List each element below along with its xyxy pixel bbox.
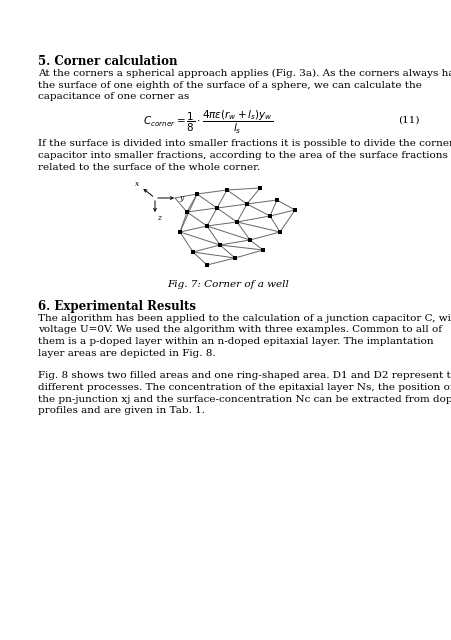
Text: different processes. The concentration of the epitaxial layer Ns, the position o: different processes. The concentration o…: [38, 383, 451, 392]
Text: Fig. 8 shows two filled areas and one ring-shaped area. D1 and D2 represent two: Fig. 8 shows two filled areas and one ri…: [38, 371, 451, 381]
Text: Fig. 7: Corner of a well: Fig. 7: Corner of a well: [167, 280, 288, 289]
Text: them is a p-doped layer within an n-doped epitaxial layer. The implantation: them is a p-doped layer within an n-dope…: [38, 337, 433, 346]
Text: The algorithm has been applied to the calculation of a junction capacitor C, wit: The algorithm has been applied to the ca…: [38, 314, 451, 323]
Text: 5. Corner calculation: 5. Corner calculation: [38, 55, 177, 68]
Text: voltage U=0V. We used the algorithm with three examples. Common to all of: voltage U=0V. We used the algorithm with…: [38, 326, 441, 335]
Text: profiles and are given in Tab. 1.: profiles and are given in Tab. 1.: [38, 406, 205, 415]
Text: layer areas are depicted in Fig. 8.: layer areas are depicted in Fig. 8.: [38, 349, 215, 358]
Text: related to the surface of the whole corner.: related to the surface of the whole corn…: [38, 163, 260, 172]
Text: z: z: [156, 214, 161, 222]
Text: capacitor into smaller fractions, according to the area of the surface fractions: capacitor into smaller fractions, accord…: [38, 151, 447, 160]
Text: $C_{corner}=\dfrac{1}{8}\cdot\dfrac{4\pi\varepsilon(r_{w}+l_{s})y_{w}}{l_{s}}$: $C_{corner}=\dfrac{1}{8}\cdot\dfrac{4\pi…: [143, 109, 272, 136]
Text: capacitance of one corner as: capacitance of one corner as: [38, 92, 189, 101]
Text: (11): (11): [398, 115, 419, 125]
Text: At the corners a spherical approach applies (Fig. 3a). As the corners always hav: At the corners a spherical approach appl…: [38, 69, 451, 78]
Text: If the surface is divided into smaller fractions it is possible to divide the co: If the surface is divided into smaller f…: [38, 140, 451, 148]
Text: the pn-junction xj and the surface-concentration Nc can be extracted from doping: the pn-junction xj and the surface-conce…: [38, 394, 451, 403]
Text: 6. Experimental Results: 6. Experimental Results: [38, 300, 196, 313]
Text: x: x: [135, 180, 139, 188]
Text: the surface of one eighth of the surface of a sphere, we can calculate the: the surface of one eighth of the surface…: [38, 81, 421, 90]
Text: y: y: [179, 194, 183, 202]
